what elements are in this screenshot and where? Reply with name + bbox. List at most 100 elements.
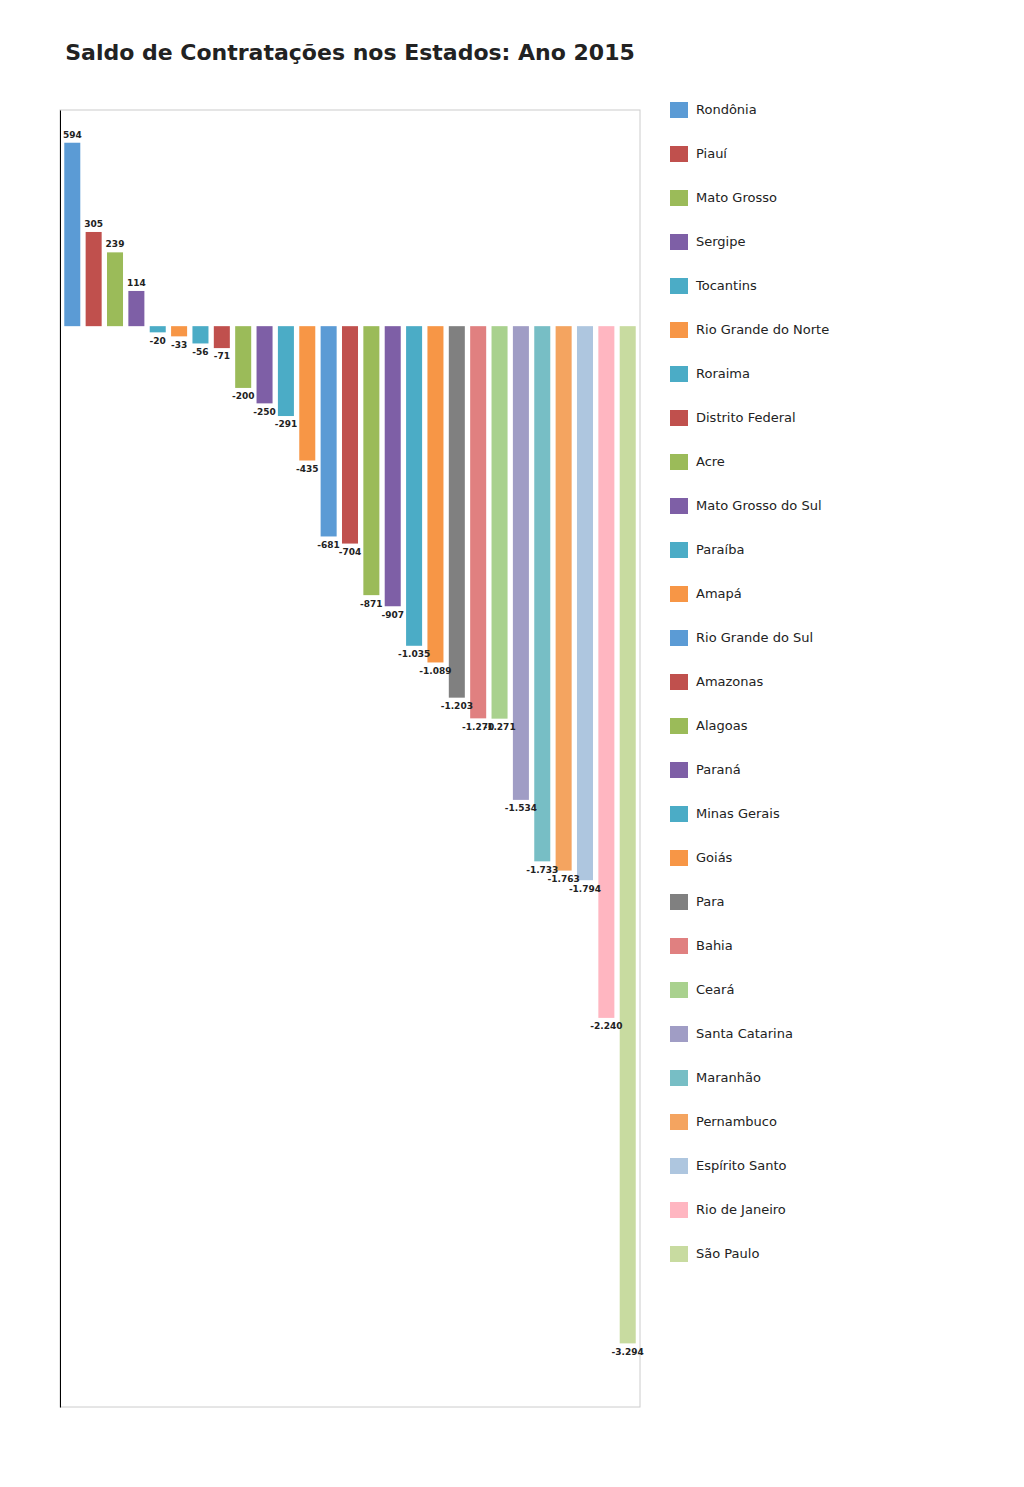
data-label: -200 — [232, 391, 255, 401]
legend-item: Tocantins — [670, 278, 757, 295]
legend-swatch — [670, 1202, 688, 1218]
legend-item: Roraima — [670, 366, 750, 383]
data-label: -681 — [317, 540, 340, 550]
bar — [620, 326, 636, 1343]
legend-item: Amapá — [670, 586, 742, 603]
legend-swatch — [670, 674, 688, 690]
data-label: -907 — [381, 610, 404, 620]
plot-frame — [60, 110, 640, 1407]
data-label: -33 — [171, 340, 187, 350]
legend-item: Minas Gerais — [670, 806, 780, 823]
legend-item: Rondônia — [670, 102, 757, 119]
legend-swatch — [670, 542, 688, 558]
legend-item: Rio Grande do Norte — [670, 322, 829, 339]
legend-item: Bahia — [670, 938, 733, 955]
legend-swatch — [670, 102, 688, 118]
bar — [278, 326, 294, 416]
data-label: -1.035 — [398, 649, 430, 659]
chart: Saldo de Contratações nos Estados: Ano 2… — [0, 0, 1024, 1487]
legend-item: Espírito Santo — [670, 1158, 787, 1175]
bar — [86, 232, 102, 326]
legend-label: São Paulo — [696, 1246, 759, 1261]
legend-item: Mato Grosso do Sul — [670, 498, 822, 515]
data-label: -1.089 — [419, 666, 451, 676]
legend-label: Santa Catarina — [696, 1026, 793, 1041]
legend-label: Para — [696, 894, 725, 909]
bar — [534, 326, 550, 861]
bar — [406, 326, 422, 646]
data-labels: 594305239114-20-33-56-71-200-250-291-435… — [63, 130, 644, 1357]
legend-label: Bahia — [696, 938, 733, 953]
bar — [257, 326, 273, 403]
legend-label: Mato Grosso — [696, 190, 777, 205]
legend-item: Distrito Federal — [670, 410, 796, 427]
data-label: 239 — [106, 239, 125, 249]
legend-swatch — [670, 894, 688, 910]
legend-item: São Paulo — [670, 1246, 759, 1263]
legend-swatch — [670, 366, 688, 382]
data-label: 114 — [127, 278, 146, 288]
data-label: -871 — [360, 599, 383, 609]
legend-label: Mato Grosso do Sul — [696, 498, 822, 513]
data-label: 305 — [84, 219, 103, 229]
legend-item: Piauí — [670, 146, 727, 163]
legend-item: Paraná — [670, 762, 741, 779]
data-label: -1.203 — [441, 701, 473, 711]
bar — [342, 326, 358, 543]
legend-label: Roraima — [696, 366, 750, 381]
bar — [577, 326, 593, 880]
legend-label: Espírito Santo — [696, 1158, 787, 1173]
legend-swatch — [670, 1246, 688, 1262]
data-label: -1.534 — [505, 803, 537, 813]
legend-label: Distrito Federal — [696, 410, 796, 425]
legend-label: Rio Grande do Sul — [696, 630, 813, 645]
plot: 594305239114-20-33-56-71-200-250-291-435… — [60, 110, 644, 1408]
legend-swatch — [670, 278, 688, 294]
legend-item: Santa Catarina — [670, 1026, 793, 1043]
bars — [64, 143, 635, 1344]
legend-label: Tocantins — [695, 278, 757, 293]
legend-swatch — [670, 938, 688, 954]
data-label: -704 — [339, 547, 362, 557]
bar — [214, 326, 230, 348]
legend-swatch — [670, 806, 688, 822]
bar — [470, 326, 486, 718]
legend-label: Alagoas — [696, 718, 748, 733]
data-label: -435 — [296, 464, 319, 474]
legend-swatch — [670, 146, 688, 162]
legend-item: Goiás — [670, 850, 733, 867]
legend-swatch — [670, 234, 688, 250]
data-label: -1.794 — [569, 884, 601, 894]
legend-item: Maranhão — [670, 1070, 761, 1087]
data-label: -20 — [150, 336, 166, 346]
legend-swatch — [670, 982, 688, 998]
legend-label: Rio de Janeiro — [696, 1202, 786, 1217]
legend-swatch — [670, 498, 688, 514]
bar — [321, 326, 337, 536]
data-label: 594 — [63, 130, 82, 140]
legend-swatch — [670, 1026, 688, 1042]
bar — [363, 326, 379, 595]
legend-label: Paraná — [696, 762, 741, 777]
legend-swatch — [670, 586, 688, 602]
axis-line — [60, 111, 61, 1408]
legend: RondôniaPiauíMato GrossoSergipeTocantins… — [670, 102, 829, 1263]
bar — [449, 326, 465, 697]
data-label: -3.294 — [612, 1347, 644, 1357]
bar — [556, 326, 572, 870]
data-label: -2.240 — [590, 1021, 622, 1031]
bar — [192, 326, 208, 343]
bar — [427, 326, 443, 662]
data-label: -1.271 — [483, 722, 515, 732]
legend-swatch — [670, 322, 688, 338]
data-label: -291 — [275, 419, 298, 429]
legend-label: Amazonas — [696, 674, 764, 689]
legend-label: Acre — [696, 454, 725, 469]
legend-label: Paraíba — [696, 542, 744, 557]
legend-swatch — [670, 762, 688, 778]
legend-item: Rio Grande do Sul — [670, 630, 813, 647]
bar — [107, 252, 123, 326]
legend-label: Minas Gerais — [696, 806, 780, 821]
legend-label: Amapá — [696, 586, 742, 601]
data-label: -1.763 — [548, 874, 580, 884]
